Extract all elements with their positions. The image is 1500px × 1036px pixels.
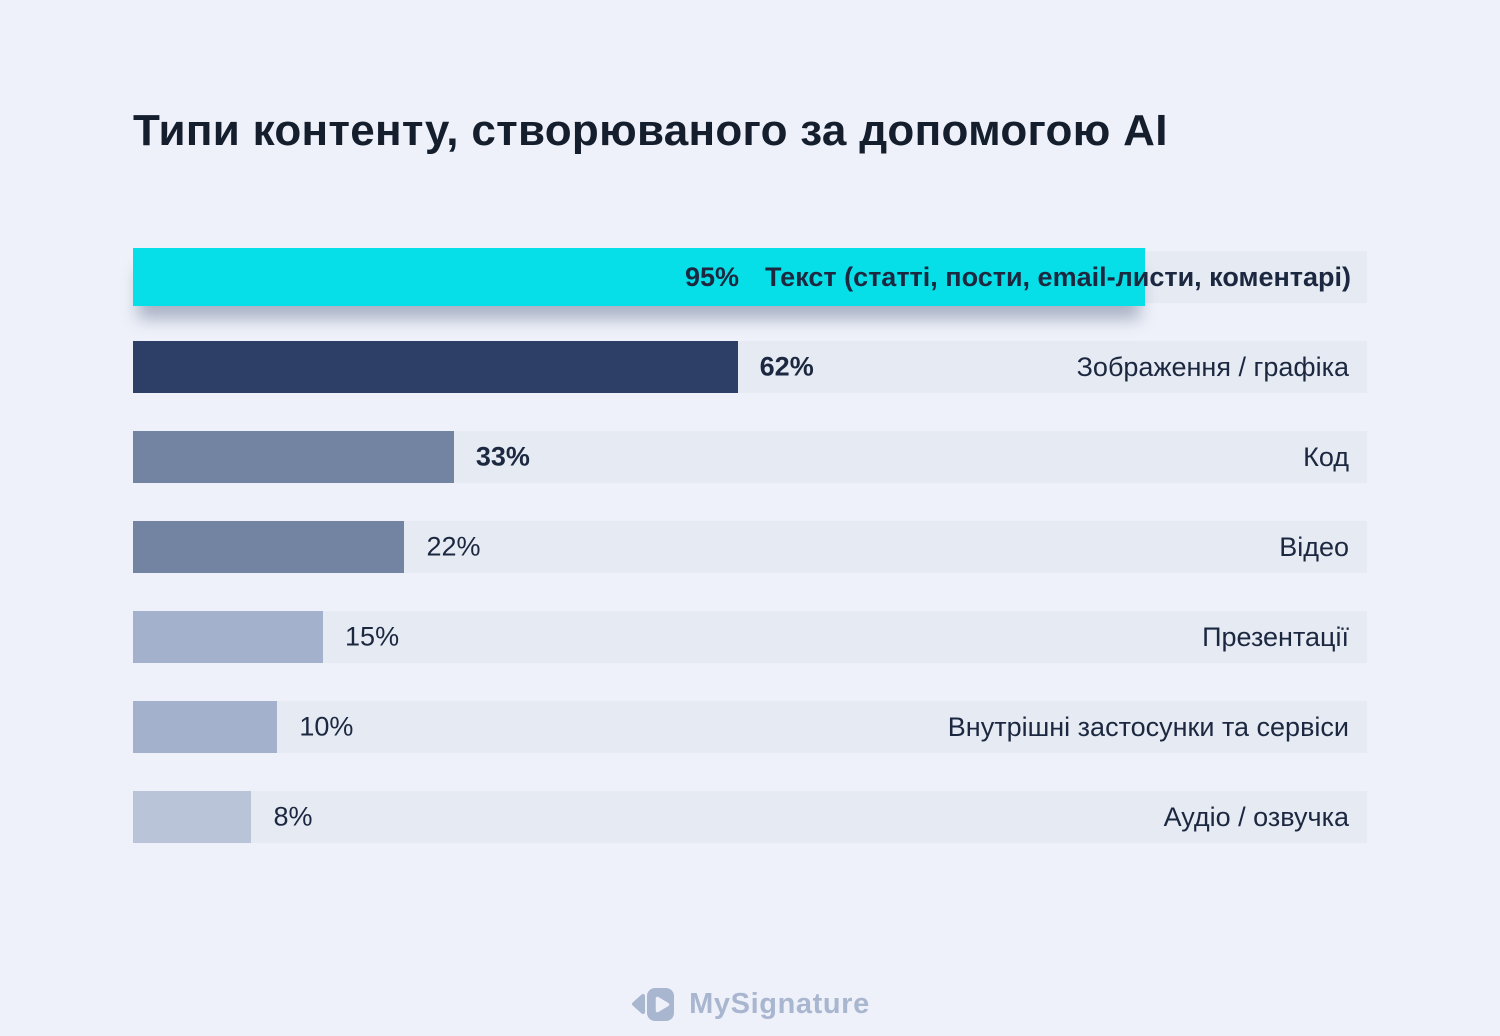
bar-category-label: Код — [1303, 441, 1349, 472]
bar-category-label: Текст (статті, пости, email-листи, комен… — [765, 261, 1351, 292]
mysignature-logo-text: MySignature — [689, 987, 870, 1020]
bar-labels: 95% Текст (статті, пости, email-листи, к… — [133, 251, 1367, 303]
bar-fill — [133, 701, 278, 753]
bar-chart: 95% Текст (статті, пости, email-листи, к… — [133, 248, 1367, 881]
bar-fill — [133, 341, 738, 393]
chart-title: Типи контенту, створюваного за допомогою… — [133, 106, 1168, 155]
bar-row: 95% Текст (статті, пости, email-листи, к… — [133, 248, 1367, 306]
bar-value-label: 95% — [684, 261, 740, 292]
bar-fill — [133, 431, 454, 483]
bar-labels: 62% Зображення / графіка — [133, 341, 1367, 393]
bar-labels: 15% Презентації — [133, 611, 1367, 663]
bar-fill — [133, 611, 324, 663]
bar-labels: 22% Відео — [133, 521, 1367, 573]
bar-category-label: Відео — [1279, 531, 1349, 562]
bar-value-label: 22% — [426, 531, 481, 562]
bar-row: 15% Презентації — [133, 611, 1367, 663]
bar-fill — [133, 248, 1145, 306]
bar-labels: 10% Внутрішні застосунки та сервіси — [133, 701, 1367, 753]
bar-value-label: 8% — [273, 801, 313, 832]
bar-value-label: 10% — [299, 711, 354, 742]
bar-category-label: Аудіо / озвучка — [1163, 801, 1349, 832]
bar-row: 22% Відео — [133, 521, 1367, 573]
bar-value-label: 33% — [475, 441, 530, 472]
bar-value-label: 15% — [345, 621, 400, 652]
bar-category-label: Презентації — [1202, 621, 1349, 652]
bar-row: 62% Зображення / графіка — [133, 341, 1367, 393]
mysignature-logo-icon — [630, 984, 676, 1024]
bar-labels: 33% Код — [133, 431, 1367, 483]
bar-labels: 8% Аудіо / озвучка — [133, 791, 1367, 843]
bar-row: 33% Код — [133, 431, 1367, 483]
bar-fill — [133, 791, 252, 843]
bar-category-label: Зображення / графіка — [1076, 351, 1349, 382]
bar-row: 10% Внутрішні застосунки та сервіси — [133, 701, 1367, 753]
footer: MySignature — [0, 984, 1500, 1024]
bar-fill — [133, 521, 405, 573]
bar-row: 8% Аудіо / озвучка — [133, 791, 1367, 843]
bar-value-label: 62% — [759, 351, 814, 382]
bar-category-label: Внутрішні застосунки та сервіси — [947, 711, 1349, 742]
